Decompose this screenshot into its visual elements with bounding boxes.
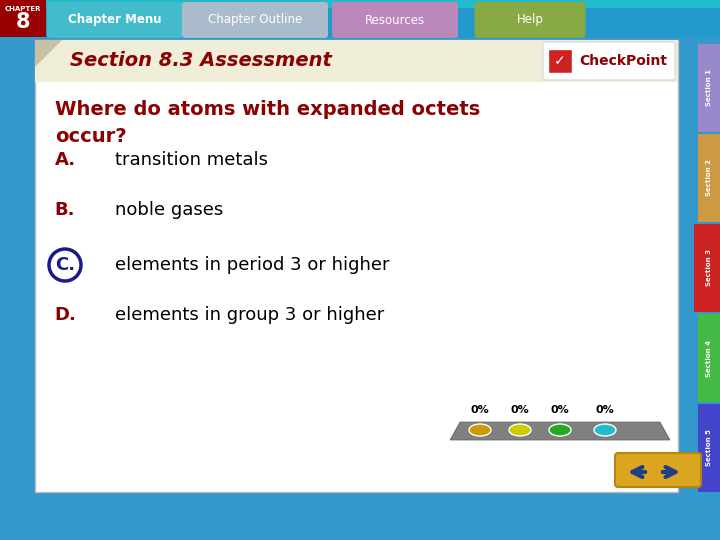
FancyBboxPatch shape (698, 314, 720, 402)
Text: 0%: 0% (510, 405, 529, 415)
Circle shape (49, 249, 81, 281)
Text: Resources: Resources (365, 14, 425, 26)
Text: elements in group 3 or higher: elements in group 3 or higher (115, 306, 384, 324)
FancyBboxPatch shape (543, 42, 675, 80)
FancyBboxPatch shape (35, 40, 678, 492)
Text: noble gases: noble gases (115, 201, 223, 219)
FancyBboxPatch shape (474, 2, 585, 38)
FancyBboxPatch shape (332, 2, 458, 38)
Ellipse shape (469, 424, 491, 436)
FancyBboxPatch shape (698, 44, 720, 132)
FancyBboxPatch shape (698, 404, 720, 492)
Text: D.: D. (54, 306, 76, 324)
FancyBboxPatch shape (698, 224, 720, 312)
Text: ✓: ✓ (554, 54, 566, 68)
Text: A.: A. (55, 151, 76, 169)
Ellipse shape (594, 424, 616, 436)
Text: Chapter Outline: Chapter Outline (208, 14, 302, 26)
FancyBboxPatch shape (0, 0, 720, 37)
Text: elements in period 3 or higher: elements in period 3 or higher (115, 256, 390, 274)
Text: CHAPTER: CHAPTER (5, 6, 41, 12)
Polygon shape (450, 422, 670, 440)
Text: Where do atoms with expanded octets
occur?: Where do atoms with expanded octets occu… (55, 100, 480, 145)
Text: B.: B. (55, 201, 76, 219)
Ellipse shape (509, 424, 531, 436)
Text: CheckPoint: CheckPoint (579, 54, 667, 68)
FancyArrowPatch shape (632, 467, 645, 477)
FancyArrowPatch shape (663, 467, 675, 477)
Text: Section 3: Section 3 (706, 249, 712, 287)
Text: C.: C. (55, 256, 75, 274)
FancyBboxPatch shape (698, 134, 720, 222)
Text: Help: Help (516, 14, 544, 26)
Text: Section 5: Section 5 (706, 429, 712, 467)
Text: 0%: 0% (595, 405, 614, 415)
Text: transition metals: transition metals (115, 151, 268, 169)
FancyBboxPatch shape (548, 49, 572, 73)
FancyBboxPatch shape (694, 224, 720, 312)
FancyBboxPatch shape (182, 2, 328, 38)
FancyBboxPatch shape (0, 0, 46, 37)
FancyBboxPatch shape (615, 453, 701, 487)
Text: Section 4: Section 4 (706, 340, 712, 376)
Text: Section 2: Section 2 (706, 159, 712, 197)
FancyBboxPatch shape (0, 0, 720, 8)
Text: 0%: 0% (551, 405, 570, 415)
Text: Section 1: Section 1 (706, 70, 712, 106)
FancyBboxPatch shape (35, 40, 678, 82)
Ellipse shape (549, 424, 571, 436)
Text: 8: 8 (16, 12, 30, 32)
Text: Section 8.3 Assessment: Section 8.3 Assessment (70, 51, 332, 71)
FancyBboxPatch shape (47, 2, 183, 38)
Text: 0%: 0% (471, 405, 490, 415)
Text: Chapter Menu: Chapter Menu (68, 14, 162, 26)
Polygon shape (35, 40, 62, 67)
